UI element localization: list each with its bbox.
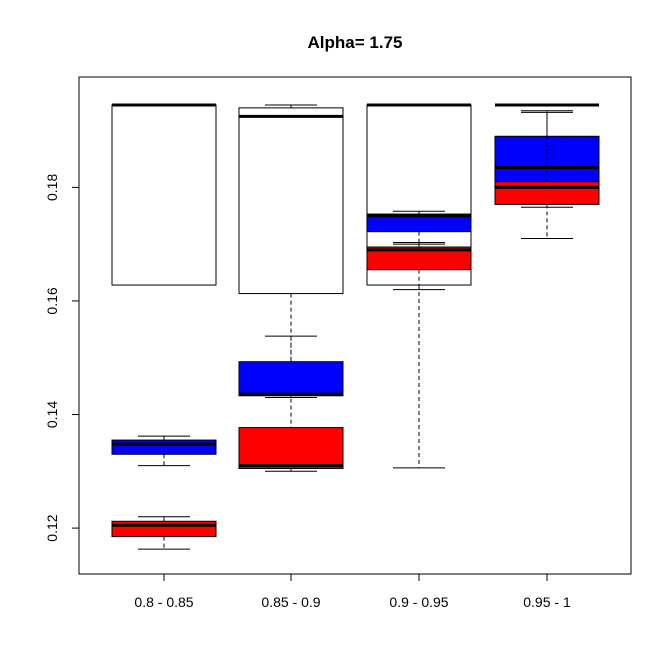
box-series-2: [111, 111, 600, 550]
box-body: [238, 107, 344, 295]
boxes-layer: [111, 103, 600, 550]
box-body: [494, 181, 600, 205]
box-series-0: [111, 103, 599, 469]
x-tick-label: 0.85 - 0.9: [261, 594, 320, 610]
box-body: [111, 520, 217, 538]
x-tick-label: 0.8 - 0.85: [134, 594, 193, 610]
x-axis: 0.8 - 0.85 0.85 - 0.9 0.9 - 0.95 0.95 - 1: [134, 573, 571, 610]
x-tick-label: 0.95 - 1: [523, 594, 571, 610]
box-body: [238, 427, 344, 469]
box-body: [366, 213, 472, 233]
y-tick-label: 0.12: [44, 514, 60, 541]
box-body: [366, 246, 472, 271]
box-body: [111, 439, 217, 455]
chart-title: Alpha= 1.75: [308, 33, 403, 52]
x-tick-label: 0.9 - 0.95: [389, 594, 448, 610]
y-tick-label: 0.16: [44, 287, 60, 314]
box-body: [238, 361, 344, 397]
y-tick-label: 0.18: [44, 174, 60, 201]
y-tick-label: 0.14: [44, 401, 60, 428]
y-axis: 0.12 0.14 0.16 0.18: [44, 174, 80, 542]
box-body: [111, 104, 217, 286]
